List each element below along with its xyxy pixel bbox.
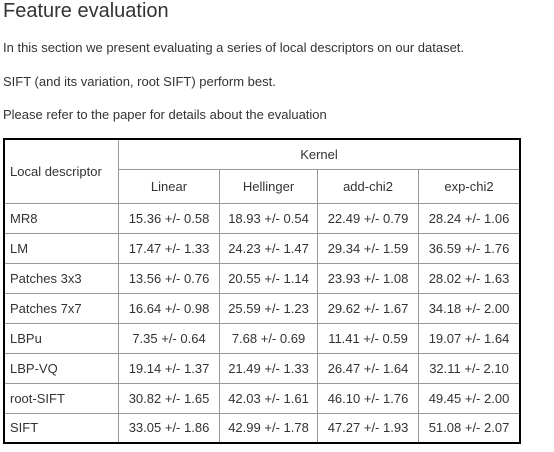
column-header: exp-chi2 bbox=[418, 168, 521, 204]
section-title: Feature evaluation bbox=[3, 0, 169, 22]
cell: 51.08 +/- 2.07 bbox=[418, 412, 521, 444]
cell: 16.64 +/- 0.98 bbox=[118, 292, 220, 324]
cell: 29.62 +/- 1.67 bbox=[317, 292, 419, 324]
row-label: LBP-VQ bbox=[3, 352, 119, 384]
table-row: root-SIFT 30.82 +/- 1.65 42.03 +/- 1.61 46.… bbox=[3, 382, 521, 414]
cell: 28.24 +/- 1.06 bbox=[418, 202, 521, 234]
cell: 18.93 +/- 0.54 bbox=[219, 202, 318, 234]
row-label: LM bbox=[3, 232, 119, 264]
cell: 17.47 +/- 1.33 bbox=[118, 232, 220, 264]
table-row: Patches 3x3 13.56 +/- 0.76 20.55 +/- 1.14 2… bbox=[3, 262, 521, 294]
cell: 19.14 +/- 1.37 bbox=[118, 352, 220, 384]
row-label: root-SIFT bbox=[3, 382, 119, 414]
column-header: Linear bbox=[118, 168, 220, 204]
row-header: Local descriptor bbox=[3, 138, 119, 204]
column-header: Hellinger bbox=[219, 168, 318, 204]
cell: 46.10 +/- 1.76 bbox=[317, 382, 419, 414]
cell: 42.99 +/- 1.78 bbox=[219, 412, 318, 444]
cell: 19.07 +/- 1.64 bbox=[418, 322, 521, 354]
table-row: Patches 7x7 16.64 +/- 0.98 25.59 +/- 1.23 2… bbox=[3, 292, 521, 324]
cell: 25.59 +/- 1.23 bbox=[219, 292, 318, 324]
column-header: add-chi2 bbox=[317, 168, 419, 204]
cell: 34.18 +/- 2.00 bbox=[418, 292, 521, 324]
cell: 28.02 +/- 1.63 bbox=[418, 262, 521, 294]
cell: 47.27 +/- 1.93 bbox=[317, 412, 419, 444]
cell: 21.49 +/- 1.33 bbox=[219, 352, 318, 384]
cell: 49.45 +/- 2.00 bbox=[418, 382, 521, 414]
table-row: SIFT 33.05 +/- 1.86 42.99 +/- 1.78 47.27 +/… bbox=[3, 412, 521, 444]
cell: 32.11 +/- 2.10 bbox=[418, 352, 521, 384]
cell: 36.59 +/- 1.76 bbox=[418, 232, 521, 264]
cell: 30.82 +/- 1.65 bbox=[118, 382, 220, 414]
table-row: LM 17.47 +/- 1.33 24.23 +/- 1.47 29.34 +/- … bbox=[3, 232, 521, 264]
table-row: LBP-VQ 19.14 +/- 1.37 21.49 +/- 1.33 26.47 … bbox=[3, 352, 521, 384]
cell: 7.68 +/- 0.69 bbox=[219, 322, 318, 354]
cell: 11.41 +/- 0.59 bbox=[317, 322, 419, 354]
group-header: Kernel bbox=[118, 138, 521, 170]
cell: 23.93 +/- 1.08 bbox=[317, 262, 419, 294]
row-label: SIFT bbox=[3, 412, 119, 444]
paragraph: Please refer to the paper for details ab… bbox=[3, 107, 327, 122]
row-label: LBPu bbox=[3, 322, 119, 354]
cell: 13.56 +/- 0.76 bbox=[118, 262, 220, 294]
row-label: Patches 3x3 bbox=[3, 262, 119, 294]
cell: 26.47 +/- 1.64 bbox=[317, 352, 419, 384]
row-label: Patches 7x7 bbox=[3, 292, 119, 324]
paragraph: SIFT (and its variation, root SIFT) perf… bbox=[3, 74, 276, 89]
cell: 22.49 +/- 0.79 bbox=[317, 202, 419, 234]
table-row: LBPu 7.35 +/- 0.64 7.68 +/- 0.69 11.41 +/- … bbox=[3, 322, 521, 354]
cell: 29.34 +/- 1.59 bbox=[317, 232, 419, 264]
cell: 20.55 +/- 1.14 bbox=[219, 262, 318, 294]
results-table: Local descriptor Kernel Linear Hellinger a… bbox=[3, 138, 521, 444]
paragraph: In this section we present evaluating a … bbox=[3, 40, 465, 55]
cell: 7.35 +/- 0.64 bbox=[118, 322, 220, 354]
table-row: MR8 15.36 +/- 0.58 18.93 +/- 0.54 22.49 +/-… bbox=[3, 202, 521, 234]
cell: 33.05 +/- 1.86 bbox=[118, 412, 220, 444]
cell: 24.23 +/- 1.47 bbox=[219, 232, 318, 264]
row-label: MR8 bbox=[3, 202, 119, 234]
cell: 42.03 +/- 1.61 bbox=[219, 382, 318, 414]
cell: 15.36 +/- 0.58 bbox=[118, 202, 220, 234]
